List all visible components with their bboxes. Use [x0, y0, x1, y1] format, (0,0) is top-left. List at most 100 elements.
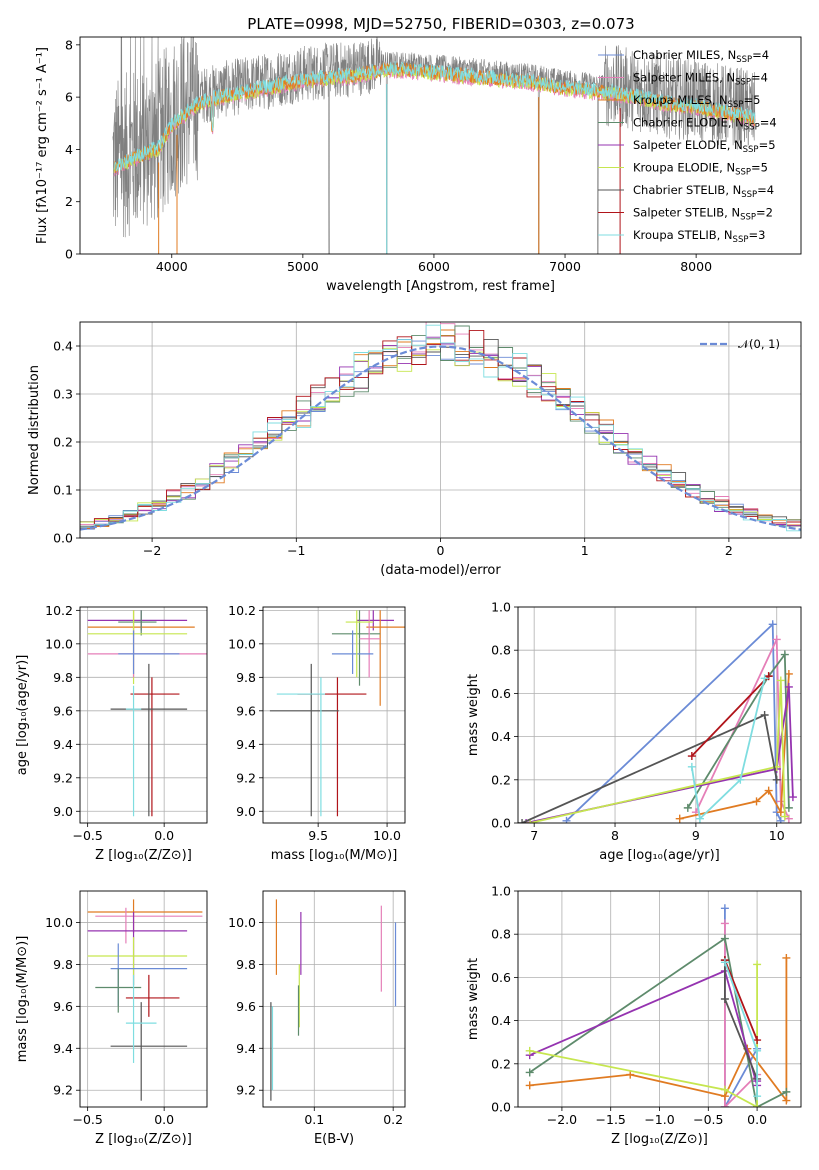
series-line [565, 622, 782, 822]
model-spectrum-kroupa_stelib [113, 61, 756, 172]
legend-label-kroupa_miles: Kroupa MILES, NSSP=5 [633, 93, 760, 110]
plot-area [270, 899, 397, 1101]
x-tick-label: 0.0 [154, 828, 174, 843]
axes-frame [79, 36, 802, 255]
normal-curve [80, 345, 801, 531]
grid [263, 891, 405, 1107]
series-marker [525, 1046, 534, 1055]
series-marker [626, 1070, 635, 1079]
axes-frame [79, 890, 208, 1108]
grid [263, 607, 405, 823]
series-marker [764, 672, 773, 681]
y-tick-label: 1.0 [491, 884, 511, 899]
series-marker [753, 1046, 762, 1055]
series-kroupa_elodie [525, 960, 762, 1107]
x-tick-label: 1 [581, 543, 589, 558]
legend-label-salpeter_elodie: Salpeter ELODIE, NSSP=5 [633, 138, 776, 155]
y-axis-label: mass [log₁₀(M/M⊙)] [15, 936, 30, 1063]
x-tick-label: 0.1 [304, 1112, 324, 1127]
series-marker [753, 1092, 762, 1101]
grid [80, 891, 207, 1107]
y-tick-label: 9.4 [236, 1041, 256, 1056]
series-marker [720, 995, 729, 1003]
x-tick-label: −0.5 [72, 1112, 102, 1127]
series-marker [760, 711, 769, 719]
x-tick-label: 7 [530, 828, 538, 843]
y-tick-label: 9.2 [236, 770, 256, 785]
x-axis-label: Z [log₁₀(Z/Z⊙)] [95, 1132, 192, 1147]
x-axis-label: Z [log₁₀(Z/Z⊙)] [95, 848, 192, 863]
series-marker [687, 752, 696, 761]
y-tick-label: 9.2 [236, 1083, 256, 1098]
panel-mass_vs_ebv: 0.1 0.2 9.2 9.4 9.6 9.8 10.0 E(B-V) [228, 890, 406, 1147]
series-kroupa_miles [525, 953, 791, 1105]
point-chabrier_miles [118, 630, 180, 674]
y-axis-label: age [log₁₀(age/yr)] [15, 655, 30, 776]
x-axis-label: wavelength [Angstrom, rest frame] [326, 279, 555, 294]
series-line [521, 713, 778, 823]
grid [80, 607, 207, 823]
y-tick-label: 0.2 [491, 1056, 511, 1071]
y-tick-label: 0 [65, 247, 73, 262]
y-tick-label: 6 [65, 90, 73, 105]
series-marker [752, 797, 761, 806]
point-kroupa_stelib [125, 685, 142, 817]
x-tick-label: −2 [143, 543, 161, 558]
series-marker [720, 1085, 729, 1094]
x-tick-label: −1 [287, 543, 305, 558]
series-marker [675, 814, 684, 823]
series-line [691, 675, 770, 757]
y-tick-label: 0.6 [491, 970, 511, 985]
y-tick-label: 10.0 [45, 915, 73, 930]
y-tick-label: 9.4 [236, 737, 256, 752]
x-axis-label: (data-model)/error [380, 563, 501, 578]
series-marker [764, 786, 773, 795]
series-marker [525, 1068, 534, 1077]
x-axis-label: E(B-V) [314, 1132, 354, 1147]
series-marker [720, 1103, 729, 1107]
axes-frame [517, 606, 802, 824]
y-tick-label: 0.4 [53, 339, 73, 354]
series-marker [753, 1103, 762, 1107]
series-marker [720, 934, 729, 943]
y-tick-label: 9.6 [53, 703, 73, 718]
point-chabrier_miles [331, 630, 374, 674]
series-marker [753, 1036, 762, 1045]
panel-age_vs_mass: 9.5 10.0 9.0 9.2 9.4 9.6 9.8 10.0 10.2 mass [log₁… [228, 603, 406, 863]
series-marker [525, 1081, 534, 1090]
legend-label-chabrier_miles: Chabrier MILES, NSSP=4 [633, 48, 769, 65]
series-marker [772, 635, 781, 644]
x-tick-label: 9.5 [308, 828, 328, 843]
y-tick-label: 4 [65, 142, 73, 157]
series-salpeter_stelib [687, 672, 773, 761]
series-line [724, 959, 758, 1041]
x-tick-label: 9 [692, 828, 700, 843]
y-tick-label: 10.0 [228, 915, 256, 930]
panel-spectrum: 4000 5000 6000 7000 8000 0 2 4 6 8 wavelength [Ang… [35, 36, 802, 294]
series-marker [782, 1096, 791, 1105]
y-tick-label: 8 [65, 37, 73, 52]
x-tick-label: 0.0 [154, 1112, 174, 1127]
point-kroupa_miles [366, 610, 405, 706]
series-marker [776, 808, 785, 817]
panel-age_vs_Z: −0.5 0.0 9.0 9.2 9.4 9.6 9.8 10.0 10.2 Z [log₁₀(Z… [15, 603, 208, 863]
y-axis-label: Flux [fλ10⁻¹⁷ erg cm⁻² s⁻¹ A⁻¹] [35, 47, 50, 244]
x-tick-label: 10.0 [373, 828, 401, 843]
series-marker [780, 812, 789, 821]
axes-frame [517, 890, 802, 1108]
y-tick-label: 0.2 [53, 435, 73, 450]
series-marker [776, 676, 785, 685]
series-marker [695, 814, 704, 823]
panel-weight_vs_Z: −2.0 −1.5 −1.0 −0.5 0.0 0.0 0.2 0.4 0.6 0.8 1.0 Z [… [466, 884, 802, 1147]
series-marker [784, 814, 793, 823]
y-tick-label: 0.8 [491, 643, 511, 658]
x-tick-label: −0.5 [72, 828, 102, 843]
legend-label-salpeter_miles: Salpeter MILES, NSSP=4 [633, 71, 768, 88]
x-tick-label: 2 [725, 543, 733, 558]
plot-area [269, 610, 405, 817]
y-tick-label: 0.8 [491, 927, 511, 942]
y-axis-label: Normed distribution [27, 365, 42, 495]
legend-residuals: 𝒩(0, 1) [700, 337, 780, 351]
grid [518, 606, 801, 824]
point-salpeter_stelib [130, 677, 180, 817]
